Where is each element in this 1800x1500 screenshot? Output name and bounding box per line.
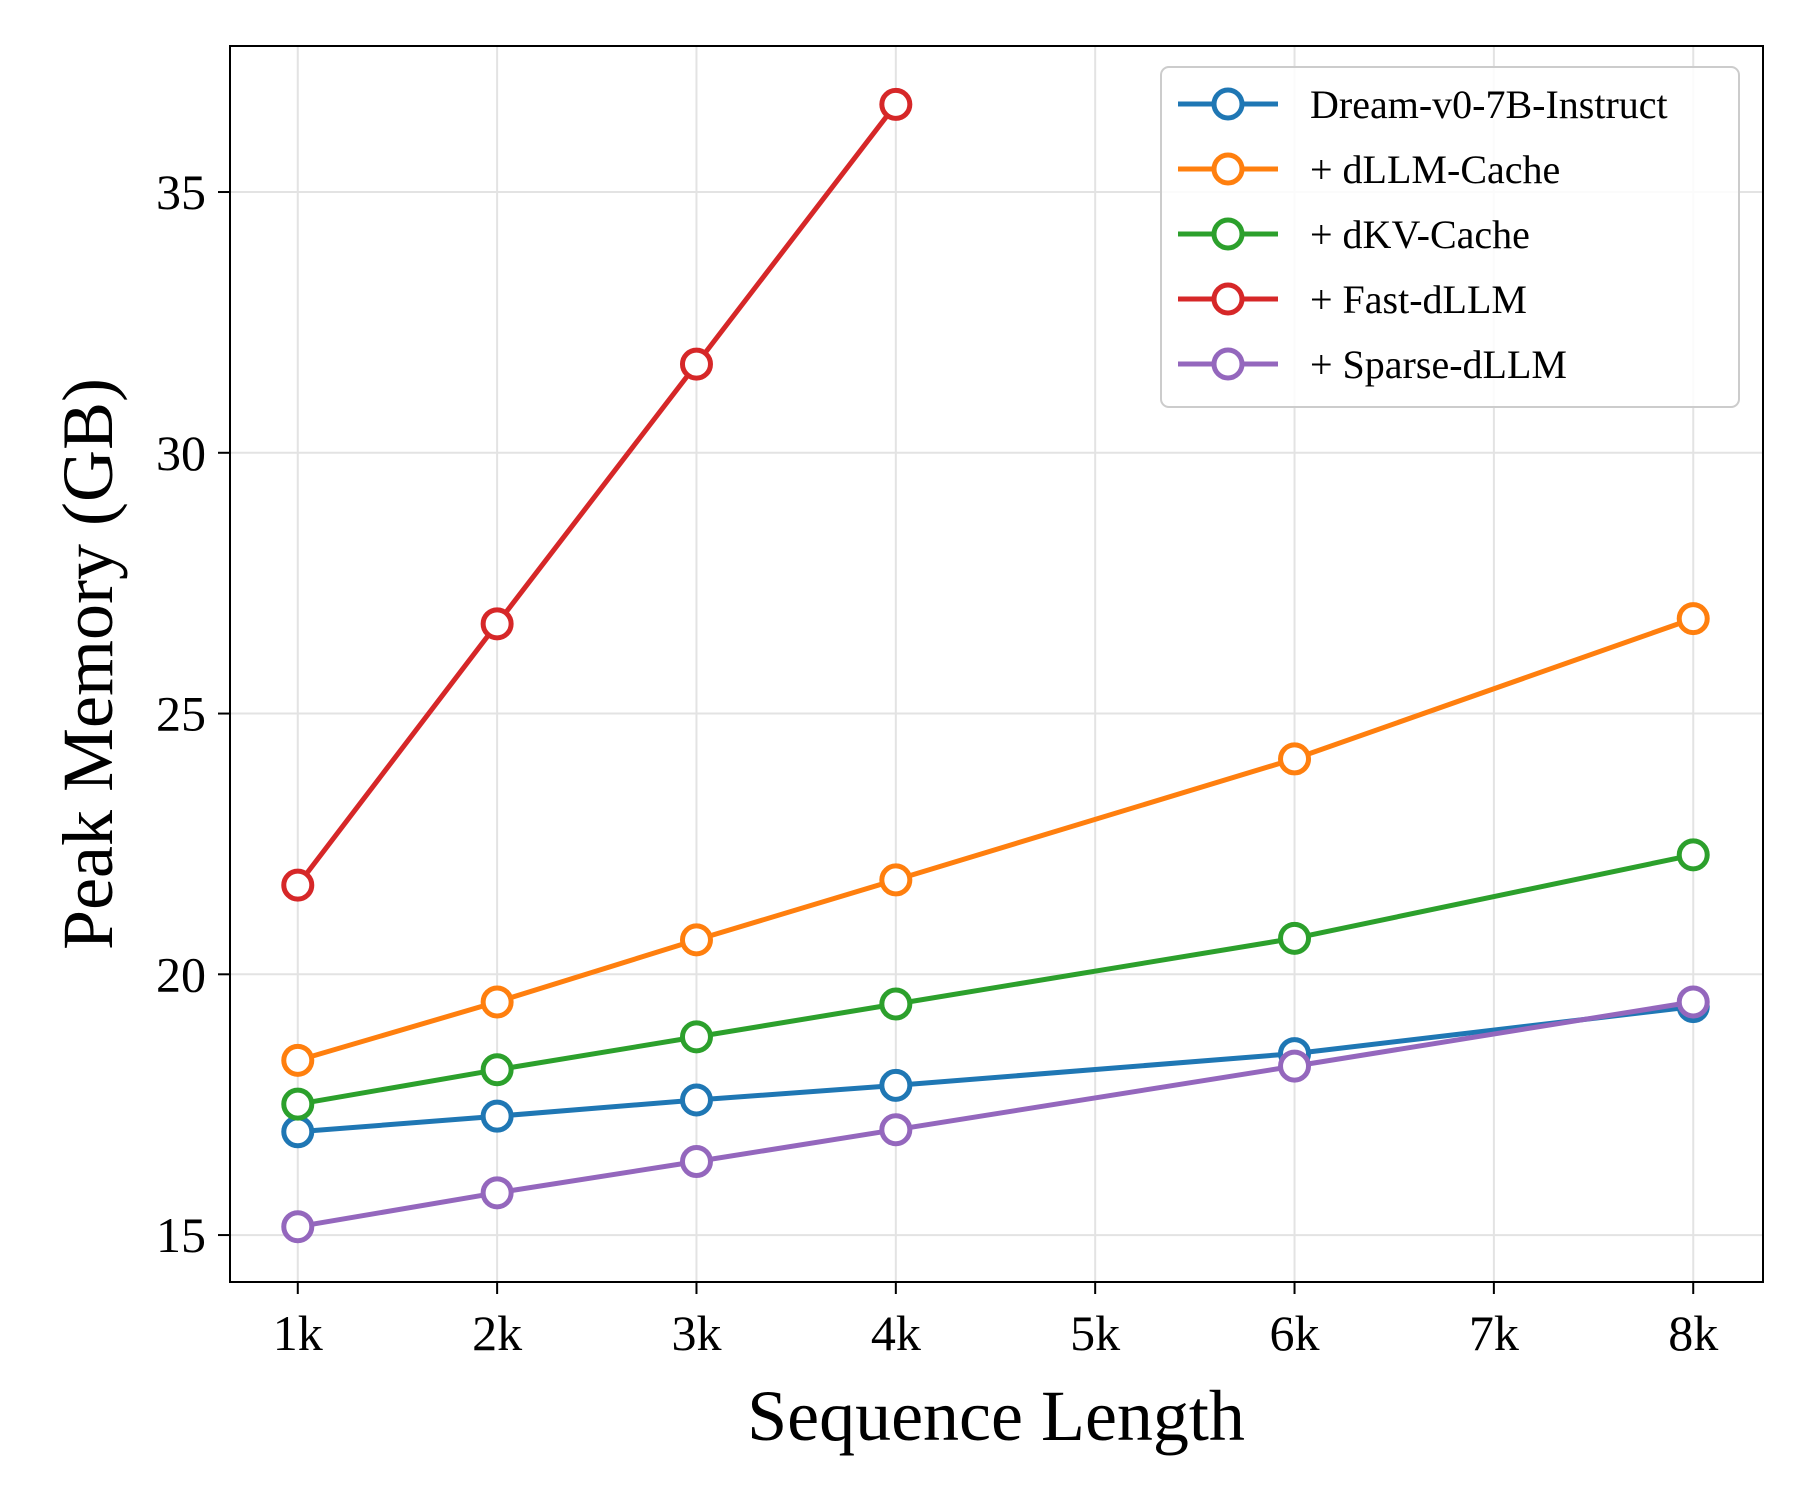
data-point (281, 1043, 315, 1077)
legend-marker (1211, 87, 1245, 121)
x-tick-label: 6k (1270, 1305, 1320, 1361)
y-tick-label: 35 (156, 164, 206, 220)
data-point (281, 1210, 315, 1244)
data-point (679, 347, 713, 381)
data-point (679, 1083, 713, 1117)
x-tick-label: 4k (871, 1305, 921, 1361)
data-point (679, 1145, 713, 1179)
legend-marker (1211, 217, 1245, 251)
x-tick-label: 5k (1070, 1305, 1120, 1361)
axis-ticks: 1k 2k 3k 4k 5k 6k 7k 8k 15 20 25 30 35 (156, 164, 1718, 1361)
series-line (297, 1004, 1694, 1135)
x-tick-label: 7k (1469, 1305, 1519, 1361)
data-point (1676, 602, 1710, 636)
data-point (480, 985, 514, 1019)
data-point (480, 1176, 514, 1210)
legend-label: + dLLM-Cache (1310, 147, 1560, 192)
data-point (480, 1099, 514, 1133)
x-axis-label: Sequence Length (747, 1376, 1245, 1456)
data-point (879, 87, 913, 121)
data-point (281, 1115, 315, 1149)
data-point (1278, 742, 1312, 776)
data-point (879, 1068, 913, 1102)
data-point (1278, 921, 1312, 955)
legend-label: Dream-v0-7B-Instruct (1310, 82, 1668, 127)
data-point (281, 1087, 315, 1121)
legend-label: + Fast-dLLM (1310, 277, 1527, 322)
legend-marker (1211, 347, 1245, 381)
data-point (679, 1020, 713, 1054)
y-tick-label: 30 (156, 425, 206, 481)
series-group (281, 838, 1710, 1121)
legend-marker (1211, 152, 1245, 186)
data-point (480, 1053, 514, 1087)
data-point (879, 987, 913, 1021)
series-lines (281, 87, 1710, 1244)
data-point (879, 1113, 913, 1147)
y-tick-label: 20 (156, 946, 206, 1002)
series-line (295, 102, 898, 887)
data-point (480, 607, 514, 641)
legend: Dream-v0-7B-Instruct + dLLM-Cache + dKV-Ca… (1160, 66, 1740, 408)
y-tick-label: 25 (156, 686, 206, 742)
series-group (281, 87, 913, 902)
data-point (1278, 1049, 1312, 1083)
x-tick-label: 2k (472, 1305, 522, 1361)
series-group (281, 602, 1710, 1077)
series-line (297, 999, 1694, 1230)
series-group (281, 985, 1710, 1244)
series-line (297, 852, 1694, 1107)
data-point (679, 923, 713, 957)
legend-label: + dKV-Cache (1310, 212, 1530, 257)
data-point (879, 863, 913, 897)
y-tick-label: 15 (156, 1207, 206, 1263)
x-tick-label: 3k (671, 1305, 721, 1361)
legend-marker (1211, 282, 1245, 316)
data-point (1676, 985, 1710, 1019)
data-point (1676, 838, 1710, 872)
x-tick-label: 1k (273, 1305, 323, 1361)
plot-frame (229, 45, 1764, 1283)
legend-box (1160, 66, 1740, 408)
legend-label: + Sparse-dLLM (1310, 342, 1567, 387)
series-line (297, 616, 1695, 1063)
x-tick-label: 8k (1668, 1305, 1718, 1361)
data-point (281, 868, 315, 902)
y-axis-label: Peak Memory (GB) (48, 378, 128, 950)
